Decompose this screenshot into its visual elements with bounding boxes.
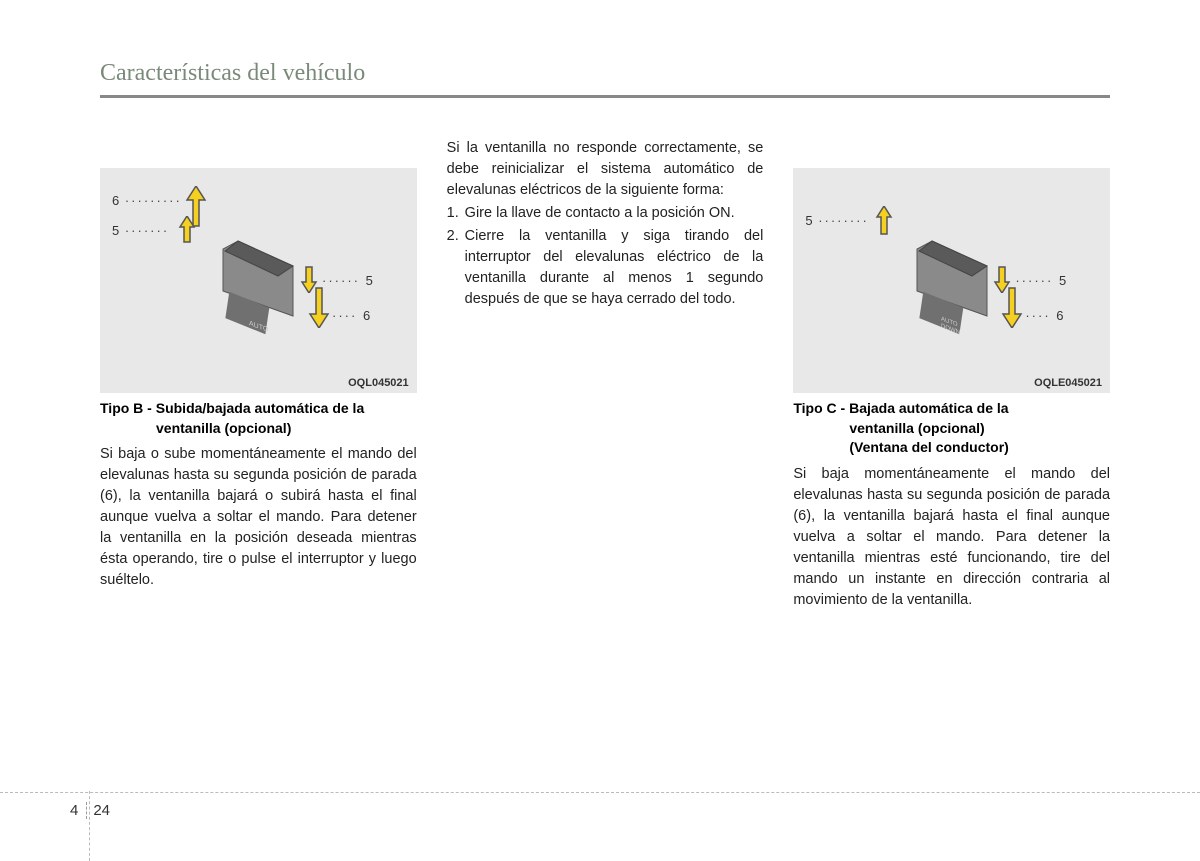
content-columns: AUTO 6 ········· 5 ······· <box>100 138 1110 611</box>
step-text: Gire la llave de contacto a la posición … <box>465 203 764 224</box>
caption-type-b: Tipo B - Subida/bajada automática de la … <box>100 399 417 438</box>
step-1: 1. Gire la llave de contacto a la posici… <box>447 203 764 224</box>
annotation-6-bottom-c: ···· 6 <box>1025 308 1063 323</box>
body-text-c: Si baja momentáneamente el mando del ele… <box>793 464 1110 611</box>
column-left: AUTO 6 ········· 5 ······· <box>100 138 417 611</box>
annotation-5-bottom-c: ······ 5 <box>1015 273 1066 288</box>
figure-code-b: OQL045021 <box>348 377 409 389</box>
body-text-b: Si baja o sube momentáneamente el mando … <box>100 444 417 591</box>
step-list: 1. Gire la llave de contacto a la posici… <box>447 203 764 310</box>
column-middle: Si la ventanilla no responde correctamen… <box>447 138 764 611</box>
step-2: 2. Cierre la ventanilla y siga tirando d… <box>447 226 764 310</box>
annotation-6-bottom: ···· 6 <box>332 308 370 323</box>
figure-code-c: OQLE045021 <box>1034 377 1102 389</box>
annotation-5-top: 5 ······· <box>112 223 169 238</box>
figure-type-c: AUTO DOWN 5 ········ <box>793 168 1110 393</box>
annotation-5-bottom: ······ 5 <box>322 273 373 288</box>
column-right: AUTO DOWN 5 ········ <box>793 138 1110 611</box>
section-header: Características del vehículo <box>100 60 1110 87</box>
figure-type-b: AUTO 6 ········· 5 ······· <box>100 168 417 393</box>
footer-dash-horizontal <box>0 792 1200 793</box>
arrow-up-inner-icon <box>178 216 196 246</box>
header-divider <box>100 95 1110 98</box>
arrow-down-outer-icon-c <box>1001 283 1023 328</box>
arrow-up-icon-c <box>875 206 893 238</box>
page-number-value: 24 <box>87 802 110 819</box>
step-text: Cierre la ventanilla y siga tirando del … <box>465 226 764 310</box>
chapter-number: 4 <box>70 802 87 819</box>
annotation-6-top: 6 ········· <box>112 193 182 208</box>
page-number: 4 24 <box>70 802 110 819</box>
caption-type-c: Tipo C - Bajada automática de la ventani… <box>793 399 1110 458</box>
arrow-down-outer-icon <box>308 283 330 328</box>
intro-text: Si la ventanilla no responde correctamen… <box>447 138 764 201</box>
page-container: Características del vehículo AUTO 6 ····… <box>0 0 1200 861</box>
annotation-5-top-c: 5 ········ <box>805 213 868 228</box>
step-number: 2. <box>447 226 465 310</box>
step-number: 1. <box>447 203 465 224</box>
